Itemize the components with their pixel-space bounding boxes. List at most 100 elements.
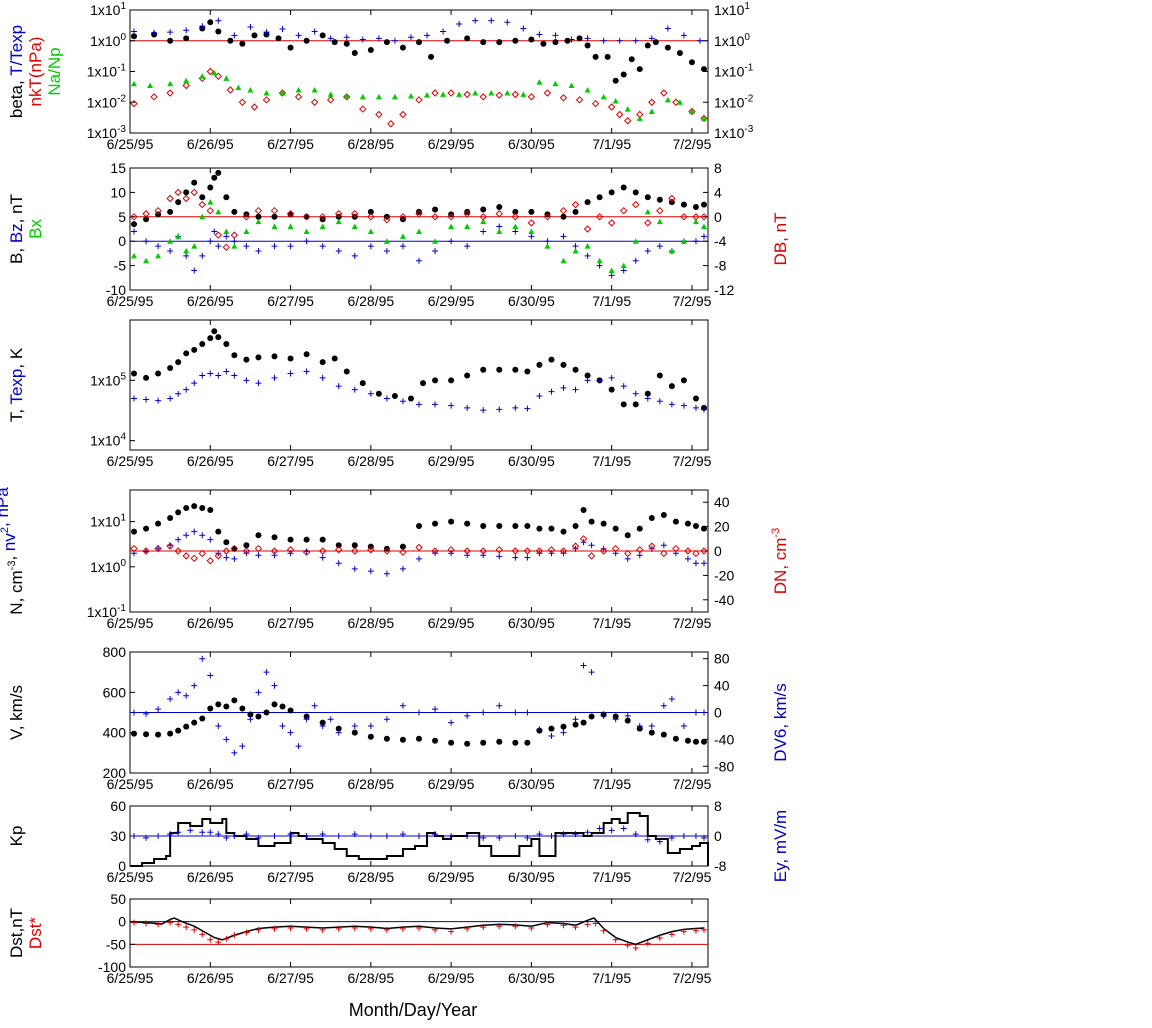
data-point bbox=[367, 228, 374, 234]
data-point bbox=[302, 213, 311, 221]
x-tick-label: 6/26/95 bbox=[187, 136, 234, 152]
data-point bbox=[275, 35, 282, 42]
data-point bbox=[223, 554, 230, 561]
data-point bbox=[383, 39, 390, 46]
data-point bbox=[263, 709, 270, 716]
y-axis-label-left: B, Bz, nT bbox=[7, 194, 26, 264]
data-point bbox=[251, 32, 258, 39]
data-point bbox=[303, 536, 310, 543]
data-point bbox=[644, 395, 651, 402]
data-point bbox=[656, 218, 663, 225]
data-point bbox=[415, 96, 423, 104]
data-point bbox=[182, 81, 190, 90]
data-point bbox=[223, 368, 230, 375]
data-point bbox=[448, 223, 455, 230]
y-tick-label-left: 1x100 bbox=[90, 558, 126, 575]
data-point bbox=[684, 547, 692, 555]
data-point bbox=[548, 833, 555, 839]
data-point bbox=[420, 380, 427, 387]
data-point bbox=[183, 386, 190, 393]
data-point bbox=[191, 380, 198, 387]
data-point bbox=[600, 93, 607, 100]
data-point bbox=[183, 247, 190, 254]
data-point bbox=[167, 831, 174, 838]
data-point bbox=[191, 243, 198, 249]
data-point bbox=[215, 701, 222, 708]
data-point bbox=[464, 712, 471, 719]
data-point bbox=[600, 545, 607, 552]
y-axis-label-left: Dst* bbox=[26, 917, 45, 950]
data-point bbox=[286, 546, 295, 554]
data-point bbox=[271, 534, 278, 541]
data-point bbox=[155, 520, 162, 527]
data-point bbox=[199, 73, 206, 79]
data-point bbox=[692, 560, 699, 567]
data-point bbox=[548, 733, 555, 740]
data-point bbox=[223, 341, 230, 348]
data-point bbox=[167, 208, 174, 215]
data-point bbox=[644, 247, 651, 254]
data-point bbox=[620, 262, 627, 269]
data-point bbox=[600, 712, 607, 719]
data-point bbox=[432, 247, 439, 254]
data-point bbox=[599, 547, 608, 555]
data-point bbox=[166, 542, 174, 550]
data-point bbox=[143, 834, 150, 841]
data-point bbox=[464, 552, 471, 559]
data-point bbox=[359, 380, 366, 387]
data-point bbox=[131, 919, 138, 926]
data-point bbox=[303, 368, 310, 375]
data-point bbox=[560, 361, 567, 368]
data-point bbox=[448, 238, 455, 245]
data-point bbox=[407, 395, 414, 402]
data-point bbox=[636, 66, 643, 73]
data-point bbox=[383, 716, 390, 723]
data-point bbox=[496, 522, 503, 529]
data-point bbox=[600, 927, 607, 934]
data-point bbox=[584, 921, 591, 928]
data-point bbox=[151, 29, 158, 36]
data-point bbox=[175, 689, 182, 696]
data-point bbox=[155, 921, 162, 928]
data-point bbox=[588, 669, 595, 676]
data-point bbox=[279, 89, 286, 96]
data-point bbox=[496, 738, 503, 745]
data-point bbox=[214, 552, 223, 560]
data-point bbox=[560, 528, 567, 535]
data-point bbox=[472, 89, 479, 96]
data-point bbox=[428, 53, 435, 60]
y-tick-label-left: 1x10-1 bbox=[87, 603, 127, 620]
data-point bbox=[480, 407, 487, 414]
data-point bbox=[543, 89, 552, 97]
data-point bbox=[131, 833, 138, 839]
data-point bbox=[520, 25, 527, 32]
x-tick-label: 7/2/95 bbox=[672, 776, 711, 792]
data-point bbox=[668, 834, 675, 841]
data-point bbox=[536, 550, 543, 557]
x-axis-title: Month/Day/Year bbox=[349, 1000, 477, 1020]
data-point bbox=[463, 547, 471, 555]
data-point bbox=[167, 395, 174, 402]
y-tick-label-left: 0 bbox=[118, 233, 126, 249]
y-tick-label-right: -20 bbox=[714, 567, 734, 583]
data-point bbox=[432, 238, 439, 244]
y-tick-label-right: -12 bbox=[714, 282, 734, 298]
series-kp bbox=[130, 812, 709, 867]
data-point bbox=[624, 117, 632, 125]
data-point bbox=[199, 715, 206, 722]
data-point bbox=[287, 355, 294, 362]
data-point bbox=[183, 27, 190, 34]
x-tick-label: 6/25/95 bbox=[107, 615, 154, 631]
data-point bbox=[143, 257, 150, 264]
data-point bbox=[191, 346, 198, 353]
data-point bbox=[383, 547, 391, 555]
data-point bbox=[584, 372, 591, 379]
data-point bbox=[331, 355, 338, 362]
data-point bbox=[167, 696, 174, 703]
data-point bbox=[207, 672, 214, 679]
data-point bbox=[644, 836, 651, 843]
data-point bbox=[247, 716, 254, 723]
data-point bbox=[572, 831, 579, 838]
data-point bbox=[680, 402, 687, 409]
data-point bbox=[207, 829, 214, 836]
